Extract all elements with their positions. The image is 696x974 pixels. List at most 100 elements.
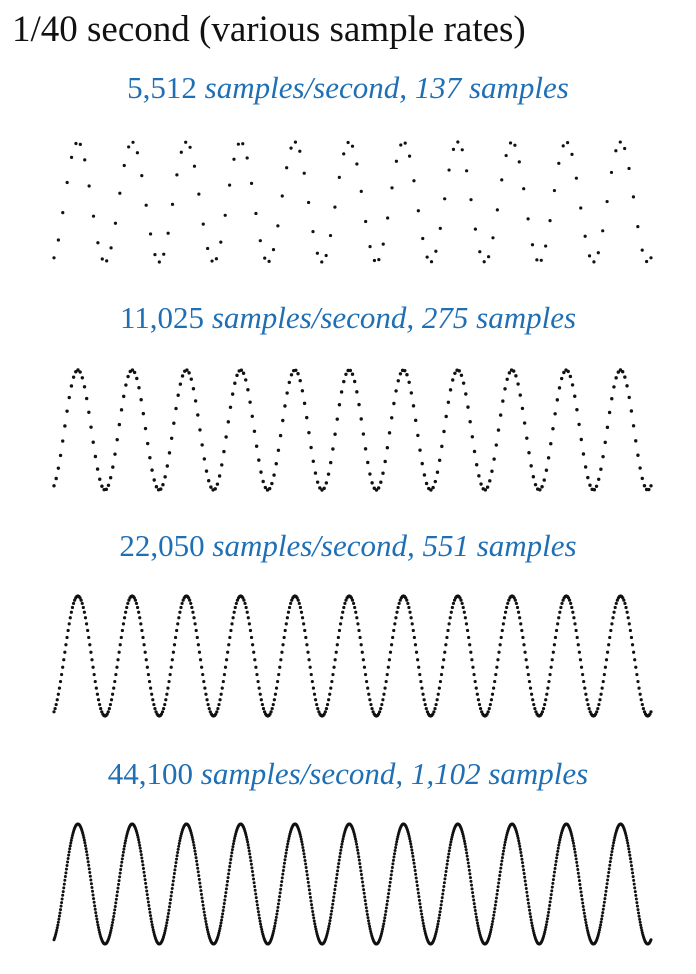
sample-point [379, 706, 383, 711]
sample-point [249, 862, 253, 866]
sample-point [367, 692, 371, 696]
sample-point [453, 371, 457, 376]
sample-point [275, 909, 279, 913]
sample-point [372, 258, 377, 263]
sample-point [627, 166, 631, 171]
sample-point [316, 706, 320, 711]
sample-point [230, 622, 234, 626]
sample-point [531, 698, 535, 702]
sample-point [107, 706, 111, 711]
sample-point [490, 922, 494, 926]
sample-point [365, 679, 369, 684]
sample-point [170, 890, 174, 894]
sample-point [465, 854, 469, 858]
sample-point [571, 841, 575, 845]
sample-point [197, 874, 201, 878]
sample-point [513, 598, 517, 602]
sample-point [558, 835, 562, 839]
sample-point [387, 892, 391, 896]
sample-point [286, 839, 290, 843]
sample-point [529, 918, 533, 922]
sample-point [502, 846, 506, 850]
sample-point [465, 628, 470, 633]
sample-point [64, 643, 68, 647]
sample-point [466, 405, 470, 409]
sample-point [622, 598, 626, 602]
sample-point [479, 482, 483, 486]
sample-point [465, 169, 469, 173]
sample-point [219, 921, 223, 925]
sample-point [197, 650, 202, 654]
sample-point [503, 387, 507, 391]
sample-point [147, 679, 152, 684]
sample-point [69, 384, 74, 388]
sample-point [599, 467, 603, 471]
sample-point [468, 643, 472, 647]
sample-point [501, 852, 505, 856]
sample-point [420, 461, 424, 466]
sample-point [282, 861, 286, 865]
sample-point [70, 605, 75, 610]
sample-point [437, 686, 441, 690]
sample-point [493, 907, 497, 911]
sample-point [477, 929, 481, 933]
sample-point [342, 152, 346, 156]
sample-point [200, 665, 204, 669]
sample-point [605, 199, 609, 204]
sample-point [311, 686, 316, 690]
sample-point [193, 622, 197, 626]
sample-point [329, 912, 333, 916]
sample-point [640, 476, 644, 481]
sample-point [490, 469, 494, 473]
sample-point [432, 710, 436, 714]
sample-point [605, 885, 609, 889]
sample-point [555, 856, 559, 860]
sample-point [58, 679, 63, 684]
sample-point [609, 853, 613, 857]
sample-point [145, 889, 149, 893]
sample-point [228, 405, 233, 409]
sample-point [423, 702, 427, 707]
sample-point [305, 643, 309, 647]
sample-point [414, 876, 418, 880]
sample-point [334, 650, 338, 654]
sample-point [507, 371, 512, 375]
sample-point [606, 878, 610, 882]
sample-point [361, 880, 365, 884]
sample-point [302, 401, 307, 406]
sample-point [117, 879, 121, 883]
sample-point [361, 658, 365, 662]
sample-point [408, 610, 412, 614]
sample-point [205, 928, 209, 932]
sample-point [388, 650, 393, 654]
sample-point [225, 883, 229, 887]
sample-point [258, 239, 262, 243]
sample-point [557, 843, 561, 847]
sample-point [78, 142, 82, 147]
sample-point [341, 610, 345, 614]
sample-point [289, 601, 293, 606]
panel-label: 5,512 samples/second, 137 samples [0, 70, 696, 106]
sample-point [571, 839, 575, 843]
sample-point [599, 923, 603, 927]
sample-point [177, 616, 181, 620]
sample-point [279, 883, 283, 887]
sample-point [356, 851, 360, 855]
sample-point [204, 469, 209, 473]
sample-point [133, 598, 138, 602]
sample-point [422, 473, 427, 477]
sample-point [153, 706, 157, 711]
sample-point [541, 706, 546, 711]
sample-point [83, 844, 87, 848]
sample-point [555, 853, 559, 857]
sample-point [568, 374, 573, 379]
sample-point [570, 605, 574, 610]
sample-point [634, 439, 638, 443]
sample-point [229, 628, 233, 633]
sample-point [202, 910, 206, 914]
sample-point [206, 246, 210, 251]
waveform-plot [52, 140, 653, 264]
sample-point [263, 485, 268, 490]
sample-point [388, 880, 392, 884]
sample-point [521, 864, 525, 868]
